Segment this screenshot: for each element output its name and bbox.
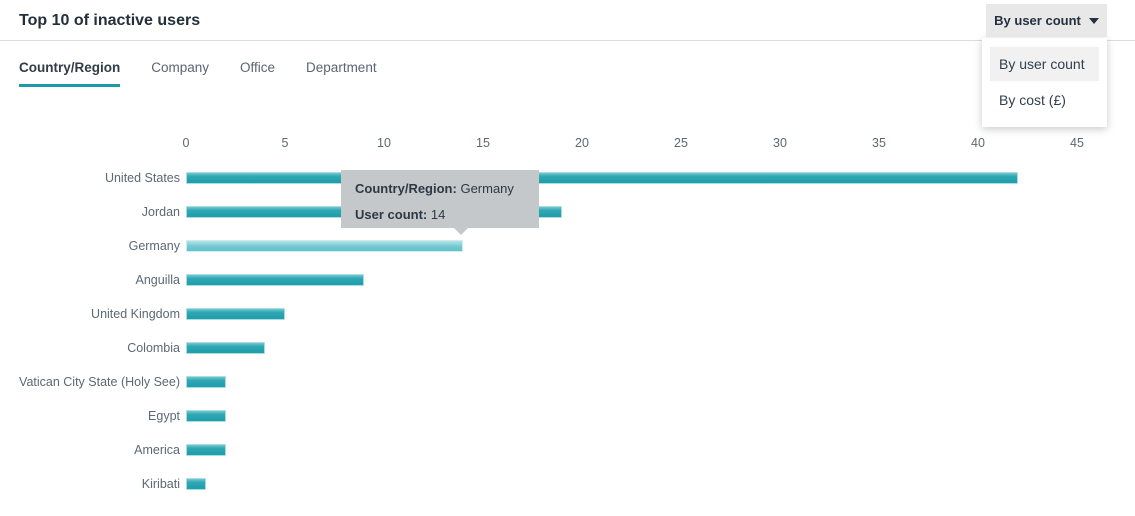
tab-company[interactable]: Company xyxy=(151,60,210,75)
tooltip-caret xyxy=(453,227,469,235)
axis-tick-label: 30 xyxy=(773,136,787,150)
bar-row: America xyxy=(0,443,1135,457)
bar-row: Kiribati xyxy=(0,477,1135,491)
bar-anguilla[interactable] xyxy=(186,274,365,286)
header-divider xyxy=(0,40,1135,41)
bar-row: United Kingdom xyxy=(0,307,1135,321)
chevron-down-icon xyxy=(1088,17,1099,24)
tab-office[interactable]: Office xyxy=(240,60,276,75)
bar-united-states[interactable] xyxy=(186,172,1018,184)
bar-row: United States xyxy=(0,171,1135,185)
bar-category-label: America xyxy=(134,443,180,457)
bar-row: Colombia xyxy=(0,341,1135,355)
chart-tooltip: Country/Region: Germany User count: 14 xyxy=(341,170,539,235)
bar-category-label: Egypt xyxy=(148,409,180,423)
bar-category-label: Anguilla xyxy=(135,273,180,287)
bar-category-label: United States xyxy=(104,171,180,185)
bar-category-label: Jordan xyxy=(141,205,180,219)
tooltip-category-label: Country/Region: xyxy=(355,181,457,196)
tooltip-count-line: User count: 14 xyxy=(355,204,525,225)
bar-colombia[interactable] xyxy=(186,342,266,354)
axis-tick-label: 15 xyxy=(476,136,490,150)
axis-tick-label: 40 xyxy=(971,136,985,150)
bar-category-label: United Kingdom xyxy=(91,307,180,321)
bar-kiribati[interactable] xyxy=(186,478,206,490)
tooltip-count-value: 14 xyxy=(430,207,446,222)
tab-bar: Country/Region Company Office Department xyxy=(19,60,377,87)
axis-tick-label: 25 xyxy=(674,136,688,150)
bar-row: Vatican City State (Holy See) xyxy=(0,375,1135,389)
bar-row: Germany xyxy=(0,239,1135,253)
axis-tick-label: 10 xyxy=(377,136,391,150)
sort-option-by-user-count[interactable]: By user count xyxy=(990,47,1099,81)
bar-vatican-city-state-holy-see[interactable] xyxy=(186,376,226,388)
bar-united-kingdom[interactable] xyxy=(186,308,285,320)
axis-tick-label: 20 xyxy=(575,136,589,150)
sort-dropdown-button[interactable]: By user count xyxy=(986,4,1107,37)
sort-dropdown-selected-label: By user count xyxy=(994,13,1081,28)
bar-germany[interactable] xyxy=(186,240,464,252)
tooltip-count-label: User count: xyxy=(355,207,428,222)
tooltip-category-value: Germany xyxy=(460,181,514,196)
sort-dropdown-menu: By user count By cost (£) xyxy=(982,38,1107,127)
axis-tick-label: 35 xyxy=(872,136,886,150)
axis-tick-label: 5 xyxy=(281,136,289,150)
axis-tick-label: 0 xyxy=(182,136,190,150)
bar-category-label: Colombia xyxy=(127,341,180,355)
bar-category-label: Vatican City State (Holy See) xyxy=(19,375,180,389)
tooltip-category-line: Country/Region: Germany xyxy=(355,178,525,199)
tab-country-region[interactable]: Country/Region xyxy=(19,60,121,87)
bar-category-label: Kiribati xyxy=(141,477,180,491)
sort-option-by-cost[interactable]: By cost (£) xyxy=(999,92,1066,108)
bar-america[interactable] xyxy=(186,444,226,456)
tab-department[interactable]: Department xyxy=(306,60,377,75)
bar-egypt[interactable] xyxy=(186,410,226,422)
bar-category-label: Germany xyxy=(128,239,180,253)
bar-row: Anguilla xyxy=(0,273,1135,287)
bar-row: Egypt xyxy=(0,409,1135,423)
page-title: Top 10 of inactive users xyxy=(19,12,201,29)
axis-tick-label: 45 xyxy=(1070,136,1084,150)
bar-row: Jordan xyxy=(0,205,1135,219)
